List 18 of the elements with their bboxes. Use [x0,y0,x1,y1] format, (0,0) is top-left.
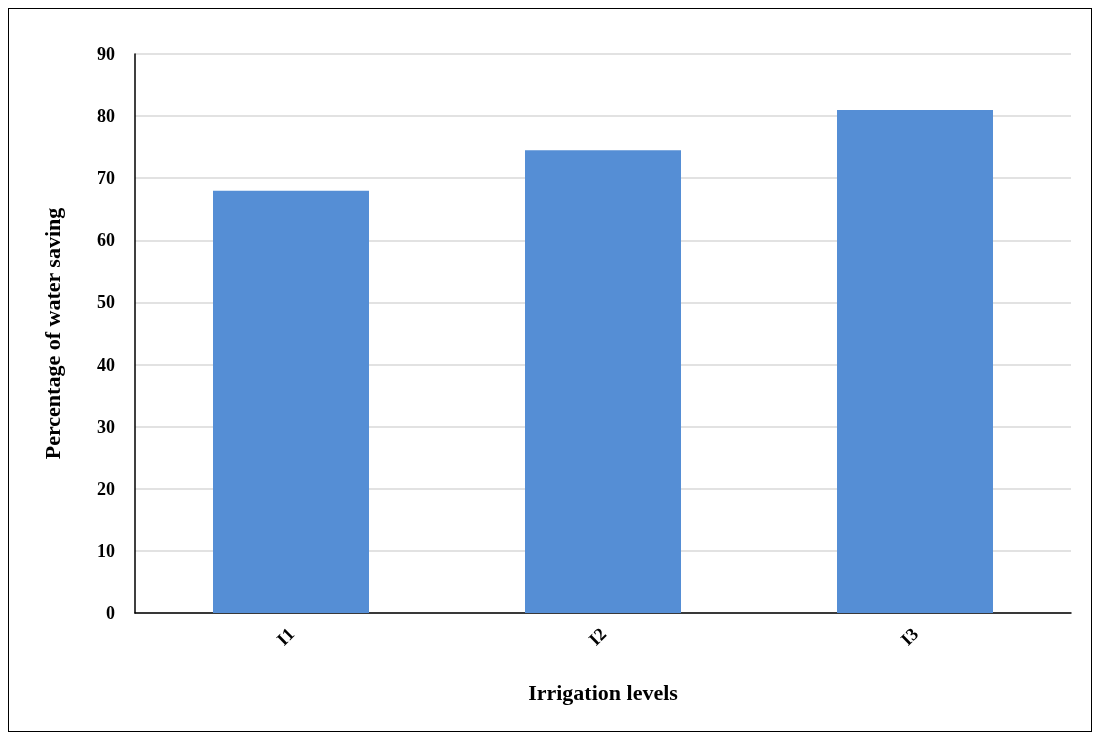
x-axis-title: Irrigation levels [528,679,679,705]
y-tick-label: 0 [106,603,115,623]
x-tick-label: I2 [584,623,611,650]
y-tick-label: 90 [97,44,115,64]
y-tick-label: 40 [97,354,115,375]
y-tick-label: 10 [97,540,115,561]
y-tick-label: 50 [97,292,115,313]
y-tick-label: 20 [97,478,115,499]
bar [525,150,681,613]
x-tick-label: I1 [272,623,299,650]
bar [837,109,993,613]
y-tick-label: 70 [97,168,115,189]
y-tick-label: 30 [97,416,115,437]
bar [213,190,369,613]
y-tick-label: 60 [97,230,115,251]
y-tick-label: 80 [97,106,115,127]
y-axis-title: Percentage of water saving [39,207,65,460]
x-tick-label: I3 [896,623,923,650]
